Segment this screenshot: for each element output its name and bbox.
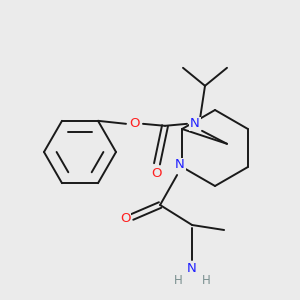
Text: O: O bbox=[130, 117, 140, 130]
Text: O: O bbox=[152, 167, 162, 180]
Text: H: H bbox=[174, 274, 182, 287]
Text: N: N bbox=[187, 262, 197, 275]
Text: O: O bbox=[120, 212, 130, 226]
Text: N: N bbox=[190, 117, 200, 130]
Text: H: H bbox=[202, 274, 211, 287]
Text: N: N bbox=[175, 158, 185, 172]
